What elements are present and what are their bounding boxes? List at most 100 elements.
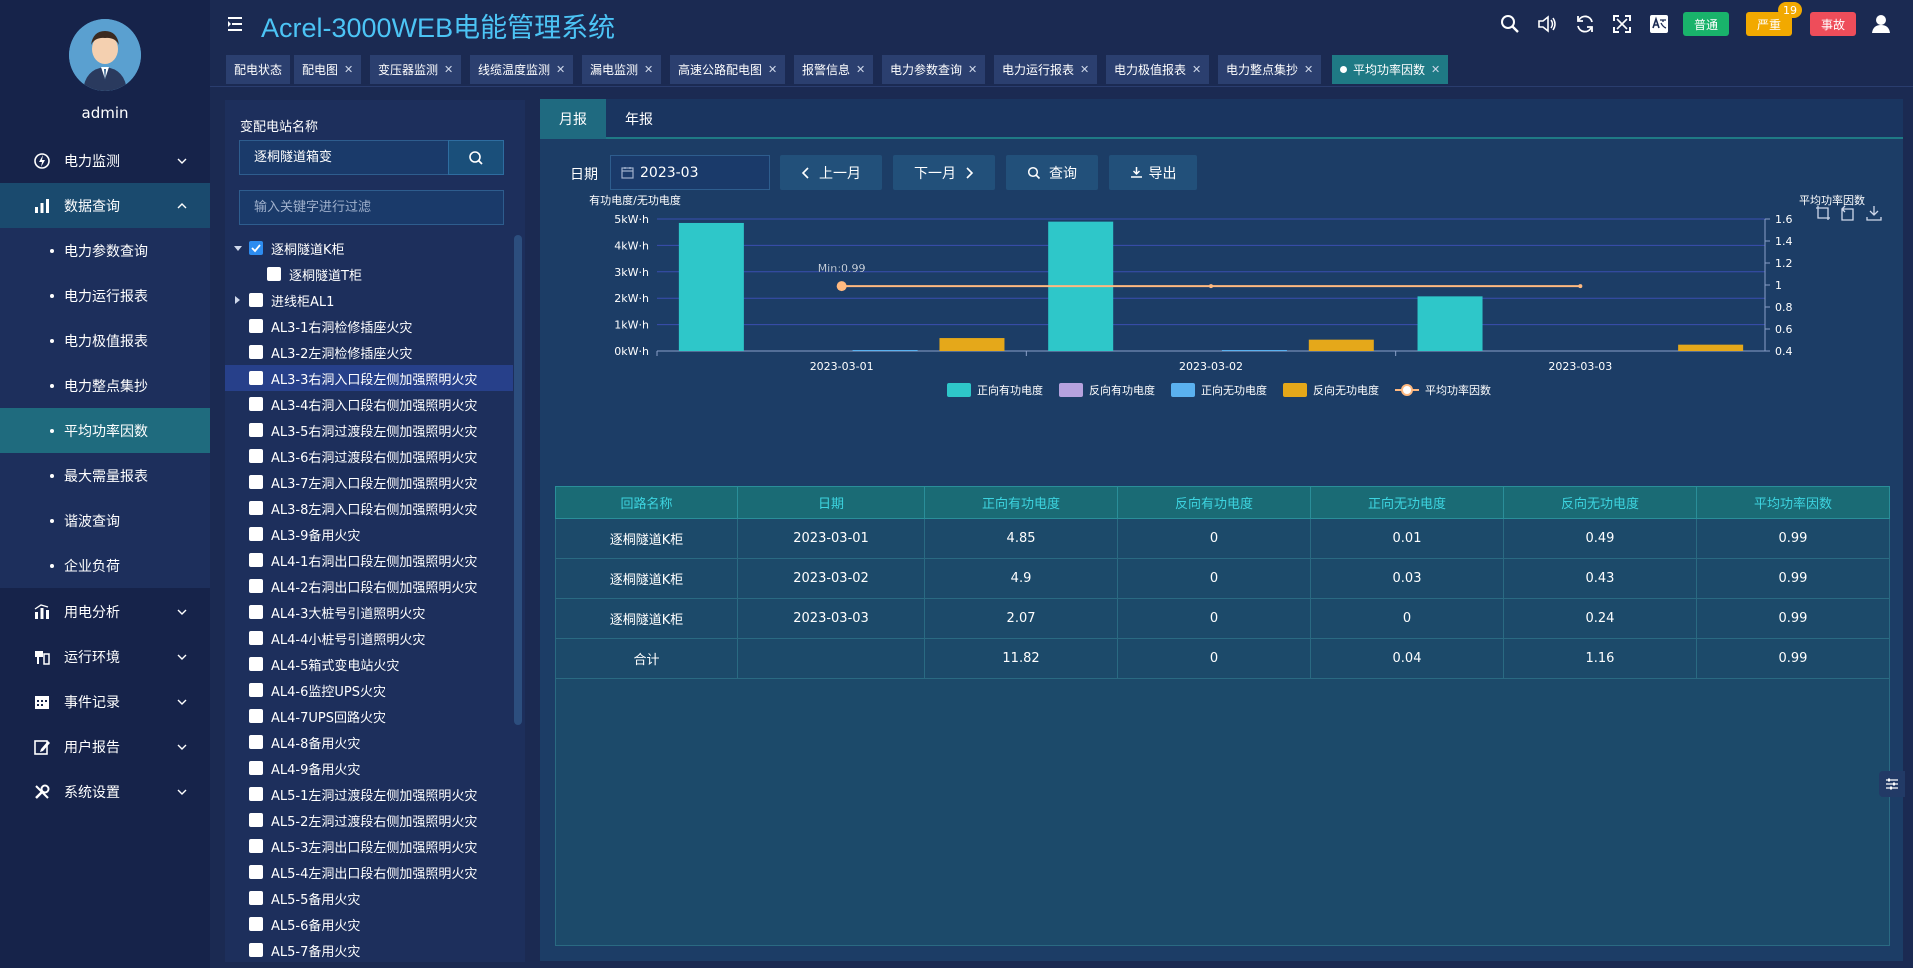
tab-run-report[interactable]: 电力运行报表 ✕ (994, 55, 1098, 84)
caret-down-icon[interactable] (234, 245, 242, 251)
search-icon[interactable] (1499, 13, 1521, 35)
export-button[interactable]: 导出 (1109, 155, 1197, 190)
tab-yearly[interactable]: 年报 (625, 112, 653, 128)
tab-param-query[interactable]: 电力参数查询 ✕ (882, 55, 986, 84)
nav-data-query[interactable]: 数据查询 (0, 183, 210, 228)
tree-checkbox[interactable] (249, 449, 263, 463)
tree-node[interactable]: AL4-4小桩号引道照明火灾 (225, 625, 513, 651)
tree-checkbox[interactable] (249, 553, 263, 567)
close-icon[interactable]: ✕ (1080, 63, 1090, 76)
tree-node[interactable]: AL3-5右洞过渡段左侧加强照明火灾 (225, 417, 513, 443)
close-icon[interactable]: ✕ (444, 63, 454, 76)
close-icon[interactable]: ✕ (856, 63, 866, 76)
nav-usage-analysis[interactable]: 用电分析 (0, 589, 210, 634)
translate-icon[interactable] (1648, 13, 1670, 35)
tree-checkbox[interactable] (249, 527, 263, 541)
nav-user-report[interactable]: 用户报告 (0, 724, 210, 769)
tree-node[interactable]: AL4-2右洞出口段右侧加强照明火灾 (225, 573, 513, 599)
tree-checkbox[interactable] (249, 319, 263, 333)
tree-checkbox[interactable] (249, 605, 263, 619)
tree-checkbox[interactable] (249, 371, 263, 385)
tab-extreme-report[interactable]: 电力极值报表 ✕ (1106, 55, 1210, 84)
fullscreen-icon[interactable] (1611, 13, 1633, 35)
tree-node[interactable]: AL5-7备用火灾 (225, 937, 513, 962)
tab-highway-diagram[interactable]: 高速公路配电图 ✕ (670, 55, 786, 84)
tree-checkbox[interactable] (249, 397, 263, 411)
tree-node[interactable]: AL5-1左洞过渡段左侧加强照明火灾 (225, 781, 513, 807)
zoom-icon[interactable] (1815, 205, 1831, 221)
close-icon[interactable]: ✕ (768, 63, 778, 76)
sub-item-run-report[interactable]: 电力运行报表 (0, 273, 210, 318)
restore-icon[interactable] (1840, 205, 1856, 221)
sub-item-hourly-read[interactable]: 电力整点集抄 (0, 363, 210, 408)
tree-node[interactable]: AL3-2左洞检修插座火灾 (225, 339, 513, 365)
menu-toggle-icon[interactable] (226, 15, 244, 33)
next-month-button[interactable]: 下一月 (893, 155, 995, 190)
tree-checkbox[interactable] (249, 683, 263, 697)
nav-system-settings[interactable]: 系统设置 (0, 769, 210, 814)
close-icon[interactable]: ✕ (968, 63, 978, 76)
tab-distribution-diagram[interactable]: 配电图 ✕ (294, 55, 362, 84)
sub-item-power-factor[interactable]: 平均功率因数 (0, 408, 210, 453)
tab-alarms[interactable]: 报警信息 ✕ (794, 55, 874, 84)
tree-node[interactable]: AL3-8左洞入口段右侧加强照明火灾 (225, 495, 513, 521)
settings-float-button[interactable] (1879, 771, 1905, 797)
tree-checkbox[interactable] (249, 709, 263, 723)
tree-node[interactable]: AL4-3大桩号引道照明火灾 (225, 599, 513, 625)
tree-node[interactable]: AL5-2左洞过渡段右侧加强照明火灾 (225, 807, 513, 833)
nav-environment[interactable]: 运行环境 (0, 634, 210, 679)
tree-node[interactable]: AL5-5备用火灾 (225, 885, 513, 911)
tree-checkbox[interactable] (249, 787, 263, 801)
volume-icon[interactable] (1536, 13, 1558, 35)
tab-power-factor[interactable]: 平均功率因数 ✕ (1332, 55, 1449, 84)
tree-checkbox[interactable] (249, 735, 263, 749)
tree-node[interactable]: AL4-9备用火灾 (225, 755, 513, 781)
tree-scrollbar[interactable] (514, 235, 522, 725)
user-icon[interactable] (1870, 13, 1892, 35)
tree-node[interactable]: AL3-7左洞入口段左侧加强照明火灾 (225, 469, 513, 495)
nav-power-monitor[interactable]: 电力监测 (0, 138, 210, 183)
close-icon[interactable]: ✕ (1431, 63, 1441, 76)
sub-item-extreme-report[interactable]: 电力极值报表 (0, 318, 210, 363)
tree-checkbox[interactable] (249, 839, 263, 853)
tree-node[interactable]: AL4-8备用火灾 (225, 729, 513, 755)
tree-checkbox[interactable] (249, 241, 263, 255)
tree-node[interactable]: AL3-1右洞检修插座火灾 (225, 313, 513, 339)
tree-checkbox[interactable] (249, 657, 263, 671)
normal-alarm-button[interactable]: 普通 (1683, 12, 1729, 36)
tree-checkbox[interactable] (249, 631, 263, 645)
tree-checkbox[interactable] (249, 423, 263, 437)
close-icon[interactable]: ✕ (1304, 63, 1314, 76)
nav-event-log[interactable]: 事件记录 (0, 679, 210, 724)
sub-item-load[interactable]: 企业负荷 (0, 543, 210, 588)
tree-node[interactable]: AL4-1右洞出口段左侧加强照明火灾 (225, 547, 513, 573)
caret-right-icon[interactable] (235, 296, 240, 304)
tab-hourly-read[interactable]: 电力整点集抄 ✕ (1218, 55, 1322, 84)
sub-item-max-demand[interactable]: 最大需量报表 (0, 453, 210, 498)
tree-node[interactable]: 逐桐隧道K柜 (225, 235, 513, 261)
tree-node[interactable]: AL5-6备用火灾 (225, 911, 513, 937)
close-icon[interactable]: ✕ (556, 63, 566, 76)
station-search-button[interactable] (448, 140, 504, 175)
tab-cable-temp[interactable]: 线缆温度监测 ✕ (470, 55, 574, 84)
tree-checkbox[interactable] (249, 761, 263, 775)
tree-node[interactable]: 进线柜AL1 (225, 287, 513, 313)
sub-item-harmonic[interactable]: 谐波查询 (0, 498, 210, 543)
sub-item-param-query[interactable]: 电力参数查询 (0, 228, 210, 273)
tree-checkbox[interactable] (249, 579, 263, 593)
prev-month-button[interactable]: 上一月 (780, 155, 882, 190)
tree-filter-input[interactable]: 输入关键字进行过滤 (239, 190, 504, 225)
tree-checkbox[interactable] (249, 345, 263, 359)
tab-monthly[interactable]: 月报 (540, 99, 606, 139)
incident-alarm-button[interactable]: 事故 (1810, 12, 1856, 36)
query-button[interactable]: 查询 (1006, 155, 1098, 190)
tree-node[interactable]: AL3-4右洞入口段右侧加强照明火灾 (225, 391, 513, 417)
tree-node[interactable]: AL5-4左洞出口段右侧加强照明火灾 (225, 859, 513, 885)
user-avatar[interactable] (69, 19, 141, 91)
tree-checkbox[interactable] (249, 813, 263, 827)
tree-checkbox[interactable] (249, 891, 263, 905)
tree-checkbox[interactable] (249, 865, 263, 879)
tree-node[interactable]: 逐桐隧道T柜 (225, 261, 513, 287)
station-select[interactable]: 逐桐隧道箱变 (239, 140, 449, 175)
tree-node[interactable]: AL4-7UPS回路火灾 (225, 703, 513, 729)
